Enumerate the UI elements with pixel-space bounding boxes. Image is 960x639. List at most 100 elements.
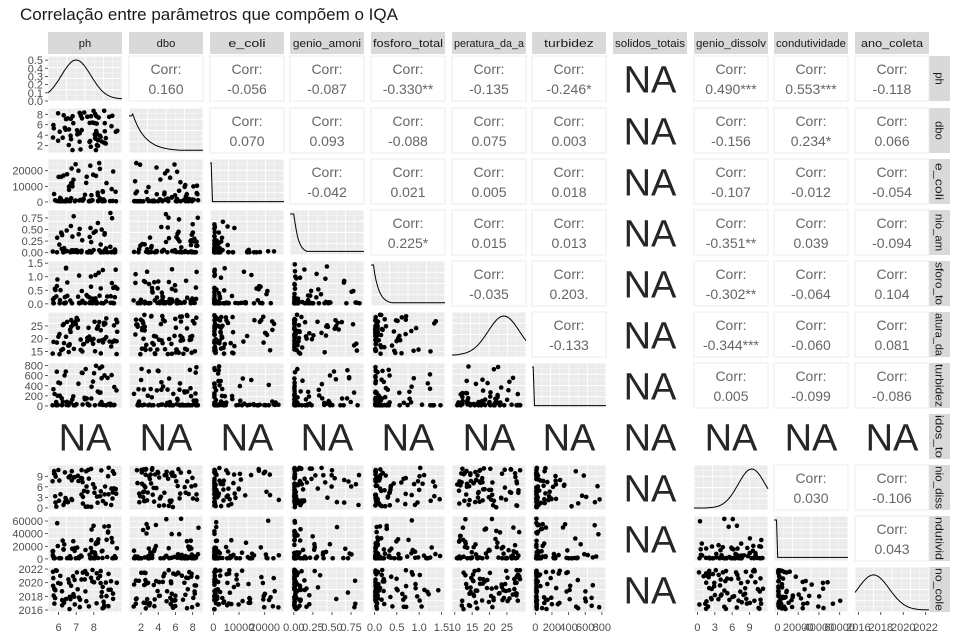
data-point (297, 550, 302, 555)
data-point (164, 589, 170, 594)
data-point (333, 377, 339, 382)
data-point (91, 523, 96, 529)
data-point (75, 294, 81, 300)
row-strip-label: sforo_to (933, 262, 945, 305)
corr-value: -0.042 (307, 184, 347, 200)
data-point (52, 587, 58, 592)
corr-value: -0.135 (469, 81, 509, 97)
data-point (712, 580, 717, 586)
x-tick-label: 20000 (249, 622, 280, 634)
corr-value: 0.015 (471, 235, 506, 251)
data-point (136, 387, 141, 392)
data-point (60, 538, 65, 543)
data-point (51, 575, 56, 581)
data-point (375, 541, 381, 547)
corr-heading: Corr: (311, 113, 342, 129)
data-point (137, 499, 142, 505)
data-point (217, 383, 222, 388)
data-point (72, 577, 77, 583)
data-point (420, 481, 425, 487)
data-point (346, 376, 352, 381)
data-point (144, 269, 150, 275)
data-point (155, 588, 160, 594)
corr-panel (773, 158, 849, 205)
data-point (403, 491, 409, 497)
data-point (69, 496, 74, 502)
data-point (240, 598, 245, 604)
data-point (467, 603, 473, 609)
data-point (718, 577, 723, 582)
data-point (292, 537, 297, 543)
data-point (54, 198, 59, 204)
data-point (69, 166, 74, 171)
data-point (497, 590, 502, 596)
data-point (730, 516, 736, 522)
data-point (266, 382, 272, 388)
data-point (325, 324, 331, 330)
data-point (112, 284, 118, 290)
data-point (131, 555, 137, 561)
data-point (101, 402, 106, 408)
data-point (595, 483, 600, 489)
data-point (72, 602, 78, 607)
data-point (543, 569, 549, 575)
data-point (138, 377, 144, 383)
data-point (292, 291, 297, 297)
na-label: NA (624, 316, 677, 358)
corr-panel (209, 107, 285, 154)
data-point (380, 327, 386, 333)
data-point (139, 366, 144, 372)
data-point (216, 602, 221, 607)
data-point (87, 139, 92, 145)
data-point (231, 351, 236, 356)
corr-heading: Corr: (473, 164, 504, 180)
data-point (166, 199, 171, 204)
data-point (374, 572, 379, 577)
data-point (57, 129, 62, 134)
data-point (516, 529, 522, 535)
data-point (717, 583, 723, 588)
data-point (76, 131, 82, 136)
data-point (98, 568, 103, 574)
row-strip-nitrogenio_amoniacal (929, 210, 950, 255)
data-point (534, 598, 539, 604)
data-point (310, 534, 316, 539)
data-point (215, 579, 221, 585)
data-point (497, 403, 503, 408)
data-point (551, 551, 557, 557)
data-point (96, 537, 101, 542)
data-point (579, 493, 585, 499)
data-point (480, 377, 485, 383)
data-point (477, 581, 483, 587)
column-strip-temperatura_da_agua (452, 32, 526, 54)
data-point (432, 484, 438, 489)
data-point (76, 301, 82, 306)
data-point (316, 287, 321, 292)
column-strip-fosforo_total (371, 32, 445, 54)
data-point (412, 502, 418, 508)
data-point (739, 600, 745, 605)
data-point (143, 570, 148, 576)
data-point (696, 570, 702, 575)
corr-panel (370, 209, 446, 256)
data-point (55, 402, 60, 408)
data-point (490, 604, 495, 610)
data-point (192, 591, 198, 596)
data-point (393, 318, 399, 323)
data-point (459, 603, 465, 608)
column-strip-label: peratura_da_a (454, 38, 525, 50)
data-point (567, 583, 573, 589)
corr-value: 0.003 (551, 133, 586, 149)
data-point (742, 591, 748, 597)
data-point (66, 184, 72, 189)
data-point (495, 392, 500, 398)
data-point (508, 490, 514, 496)
data-point (219, 235, 225, 241)
data-point (514, 555, 520, 560)
data-point (316, 301, 322, 306)
data-point (379, 396, 385, 401)
data-point (165, 168, 170, 174)
data-point (226, 249, 231, 255)
data-point (99, 338, 105, 343)
data-point (753, 579, 758, 585)
